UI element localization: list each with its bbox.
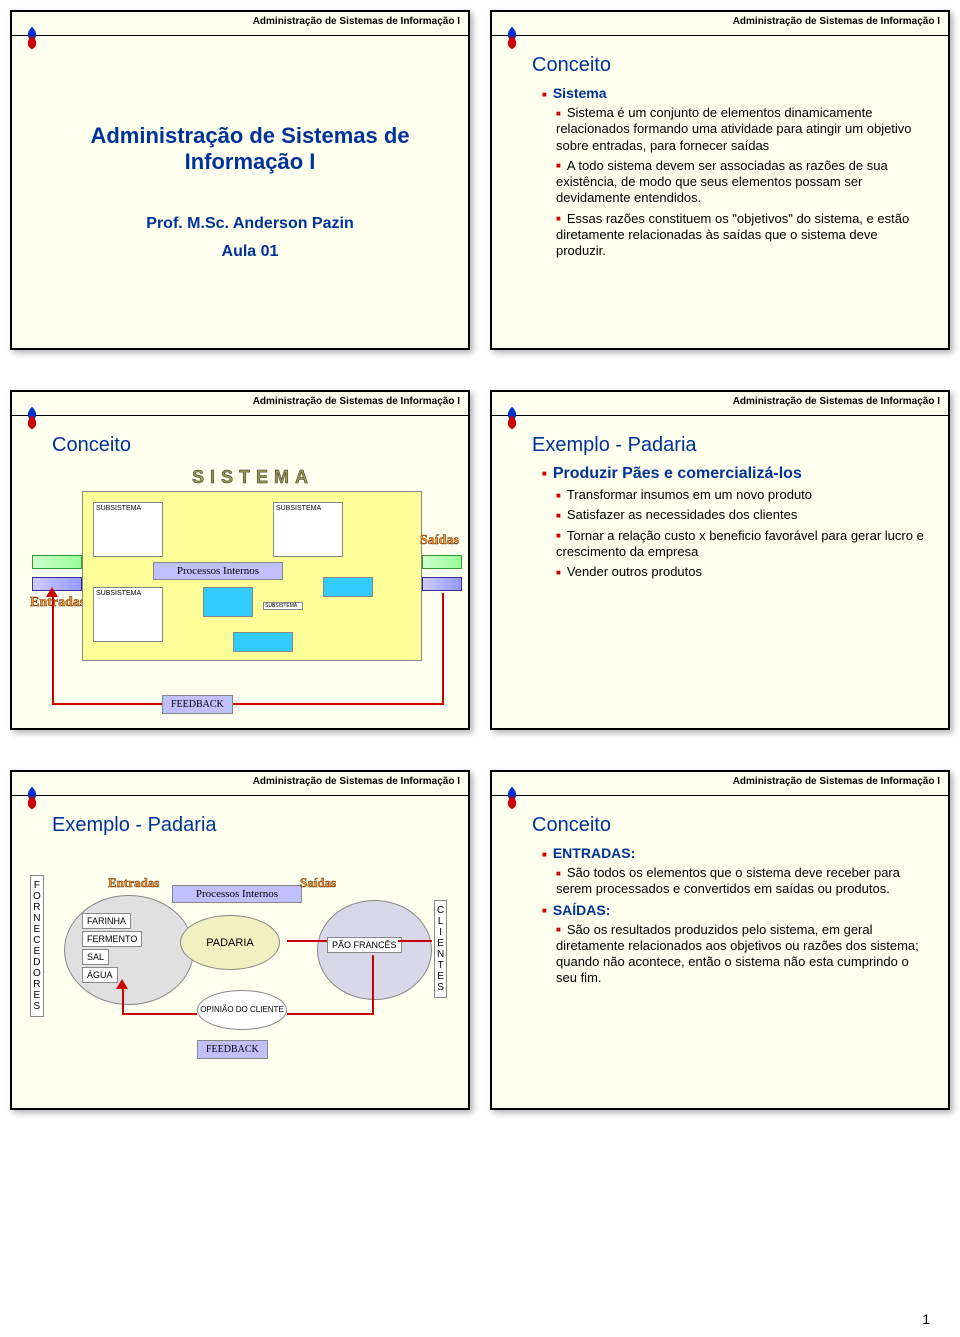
bullet: Satisfazer as necessidades dos clientes	[556, 507, 928, 523]
output-pao: PÃO FRANCÊS	[327, 937, 402, 953]
bullet: Essas razões constituem os "objetivos" d…	[556, 211, 928, 260]
feedback-line	[442, 593, 444, 705]
page-number: 1	[922, 1311, 930, 1327]
slide-grid: Administração de Sistemas de Informação …	[10, 10, 950, 1110]
slide-4-heading: Produzir Pães e comercializá-los	[542, 465, 928, 483]
slide-4: Administração de Sistemas de Informação …	[490, 390, 950, 730]
slide-3: Administração de Sistemas de Informação …	[10, 390, 470, 730]
slide-1-body: Administração de Sistemas de Informação …	[12, 36, 468, 348]
slide-5-title: Exemplo - Padaria	[52, 814, 448, 837]
entradas-label: Entradas	[30, 595, 85, 611]
feedback-line	[52, 703, 444, 705]
slide-5: Administração de Sistemas de Informação …	[10, 770, 470, 1110]
processos-internos: Processos Internos	[153, 562, 283, 580]
feedback-box: FEEDBACK	[162, 695, 233, 714]
insumo: ÁGUA	[82, 967, 118, 983]
sistema-label: SISTEMA	[192, 467, 314, 488]
slide-4-body: Exemplo - Padaria Produzir Pães e comerc…	[492, 416, 948, 728]
feedback-arrowhead	[46, 587, 58, 597]
insumo: FERMENTO	[82, 931, 142, 947]
feedback-line	[52, 593, 54, 705]
bullet: A todo sistema devem ser associadas as r…	[556, 158, 928, 207]
logo-icon	[498, 24, 526, 52]
logo-icon	[18, 404, 46, 432]
padaria-node: PADARIA	[180, 915, 280, 970]
slide-1-header: Administração de Sistemas de Informação …	[12, 12, 468, 36]
slide-6: Administração de Sistemas de Informação …	[490, 770, 950, 1110]
logo-icon	[498, 404, 526, 432]
slide-6-header: Administração de Sistemas de Informação …	[492, 772, 948, 796]
logo-icon	[18, 24, 46, 52]
arrow-line	[287, 940, 327, 942]
slide-1-aula: Aula 01	[222, 243, 279, 261]
yellow-box: SUBSISTEMA SUBSISTEMA Processos Internos…	[82, 491, 422, 661]
feedback-line	[372, 955, 374, 1015]
slide-2-title: Conceito	[532, 54, 928, 77]
slide-2-heading: Sistema	[542, 85, 928, 101]
header-title: Administração de Sistemas de Informação …	[253, 396, 460, 407]
slide-4-title: Exemplo - Padaria	[532, 434, 928, 457]
arrow-out	[422, 555, 462, 569]
subsistema-box: SUBSISTEMA	[93, 587, 163, 642]
subsistema-box: SUBSISTEMA	[263, 602, 303, 610]
header-title: Administração de Sistemas de Informação …	[733, 16, 940, 27]
slide-1-prof: Prof. M.Sc. Anderson Pazin	[146, 215, 353, 233]
arrow-line	[398, 940, 432, 942]
bullet: Sistema é um conjunto de elementos dinam…	[556, 105, 928, 154]
header-title: Administração de Sistemas de Informação …	[253, 16, 460, 27]
bullet: São os resultados produzidos pelo sistem…	[556, 922, 928, 987]
slide-3-body: Conceito SISTEMA Entradas SUBSISTEMA SUB…	[12, 416, 468, 728]
cyan-box	[323, 577, 373, 597]
sistema-diagram: SISTEMA Entradas SUBSISTEMA SUBSISTEMA P…	[32, 465, 448, 728]
fornecedores: FORNECEDORES	[30, 875, 44, 1017]
saidas-heading: SAÍDAS:	[542, 902, 928, 918]
slide-3-header: Administração de Sistemas de Informação …	[12, 392, 468, 416]
logo-icon	[498, 784, 526, 812]
slide-2: Administração de Sistemas de Informação …	[490, 10, 950, 350]
insumo: FARINHA	[82, 913, 131, 929]
cyan-box	[233, 632, 293, 652]
slide-6-title: Conceito	[532, 814, 928, 837]
slide-4-header: Administração de Sistemas de Informação …	[492, 392, 948, 416]
feedback-box: FEEDBACK	[197, 1040, 268, 1059]
padaria-diagram: FORNECEDORES Entradas FARINHA FERMENTO S…	[22, 845, 448, 1108]
logo-icon	[18, 784, 46, 812]
bullet: Tornar a relação custo x beneficio favor…	[556, 528, 928, 561]
slide-2-body: Conceito Sistema Sistema é um conjunto d…	[492, 36, 948, 348]
slide-3-title: Conceito	[52, 434, 448, 457]
feedback-line	[122, 985, 124, 1015]
feedback-line	[287, 1013, 374, 1015]
subsistema-box: SUBSISTEMA	[273, 502, 343, 557]
bullet: Vender outros produtos	[556, 564, 928, 580]
arrow-out	[422, 577, 462, 591]
processos-internos: Processos Internos	[172, 885, 302, 903]
entradas-heading: ENTRADAS:	[542, 845, 928, 861]
opiniao-node: OPINIÃO DO CLIENTE	[197, 990, 287, 1030]
insumo: SAL	[82, 949, 109, 965]
slide-5-body: Exemplo - Padaria FORNECEDORES Entradas …	[12, 796, 468, 1108]
slide-1-title: Administração de Sistemas de Informação …	[52, 123, 448, 175]
bullet: Transformar insumos em um novo produto	[556, 487, 928, 503]
slide-6-body: Conceito ENTRADAS: São todos os elemento…	[492, 796, 948, 1108]
header-title: Administração de Sistemas de Informação …	[253, 776, 460, 787]
bullet: São todos os elementos que o sistema dev…	[556, 865, 928, 898]
feedback-line	[122, 1013, 197, 1015]
slide-2-header: Administração de Sistemas de Informação …	[492, 12, 948, 36]
slide-5-header: Administração de Sistemas de Informação …	[12, 772, 468, 796]
cyan-box	[203, 587, 253, 617]
arrow-in	[32, 555, 82, 569]
entradas-label: Entradas	[108, 875, 159, 891]
subsistema-box: SUBSISTEMA	[93, 502, 163, 557]
clientes: CLIENTES	[434, 900, 447, 998]
saidas-label: Saídas	[420, 533, 459, 549]
feedback-arrowhead	[116, 979, 128, 989]
saidas-label: Saídas	[300, 875, 336, 891]
header-title: Administração de Sistemas de Informação …	[733, 396, 940, 407]
header-title: Administração de Sistemas de Informação …	[733, 776, 940, 787]
slide-1: Administração de Sistemas de Informação …	[10, 10, 470, 350]
